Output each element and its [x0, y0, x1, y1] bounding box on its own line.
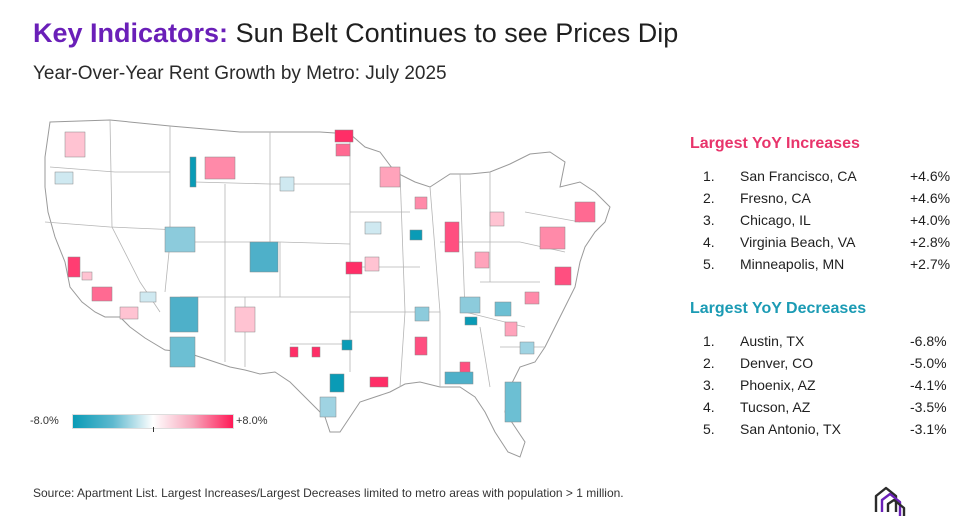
rank: 3.: [703, 212, 715, 228]
list-item: 1. San Francisco, CA +4.6%: [690, 165, 960, 187]
page-title: Key Indicators: Sun Belt Continues to se…: [33, 16, 678, 50]
metro-name: Chicago, IL: [740, 212, 811, 228]
metro-name: Virginia Beach, VA: [740, 234, 856, 250]
growth-value: +2.8%: [910, 234, 951, 250]
growth-value: -5.0%: [910, 355, 947, 371]
metro-name: Tucson, AZ: [740, 399, 811, 415]
us-metro-map: [20, 112, 660, 472]
metro-areas-increase: [64, 129, 596, 388]
increases-heading: Largest YoY Increases: [690, 135, 860, 152]
apartment-list-logo-icon: [874, 486, 906, 516]
metro-name: Austin, TX: [740, 333, 805, 349]
legend-max-label: +8.0%: [236, 415, 268, 427]
growth-value: -3.5%: [910, 399, 947, 415]
list-item: 5. San Antonio, TX -3.1%: [690, 418, 960, 440]
rank: 2.: [703, 355, 715, 371]
metro-areas-decrease: [54, 156, 535, 423]
color-legend: -8.0% +8.0%: [30, 412, 280, 436]
growth-value: +4.0%: [910, 212, 951, 228]
list-item: 1. Austin, TX -6.8%: [690, 330, 960, 352]
title-rest: Sun Belt Continues to see Prices Dip: [228, 18, 679, 48]
growth-value: +4.6%: [910, 168, 951, 184]
growth-value: -6.8%: [910, 333, 947, 349]
page-subtitle: Year-Over-Year Rent Growth by Metro: Jul…: [33, 63, 447, 84]
list-item: 3. Phoenix, AZ -4.1%: [690, 374, 960, 396]
rank: 4.: [703, 399, 715, 415]
legend-mid-tick: [153, 427, 154, 432]
map-svg: [44, 119, 611, 458]
metro-name: San Antonio, TX: [740, 421, 841, 437]
metro-name: Minneapolis, MN: [740, 256, 845, 272]
metro-name: Fresno, CA: [740, 190, 811, 206]
rank: 5.: [703, 421, 715, 437]
legend-min-label: -8.0%: [30, 415, 59, 427]
rank: 2.: [703, 190, 715, 206]
metro-name: Denver, CO: [740, 355, 814, 371]
decreases-heading: Largest YoY Decreases: [690, 300, 867, 317]
largest-increases-panel: Largest YoY Increases 1. San Francisco, …: [690, 135, 960, 275]
rank: 4.: [703, 234, 715, 250]
list-item: 4. Virginia Beach, VA +2.8%: [690, 231, 960, 253]
metro-name: Phoenix, AZ: [740, 377, 816, 393]
list-item: 5. Minneapolis, MN +2.7%: [690, 253, 960, 275]
list-item: 3. Chicago, IL +4.0%: [690, 209, 960, 231]
growth-value: -3.1%: [910, 421, 947, 437]
list-item: 2. Denver, CO -5.0%: [690, 352, 960, 374]
largest-decreases-panel: Largest YoY Decreases 1. Austin, TX -6.8…: [690, 300, 960, 440]
rank: 1.: [703, 333, 715, 349]
growth-value: +4.6%: [910, 190, 951, 206]
growth-value: +2.7%: [910, 256, 951, 272]
list-item: 2. Fresno, CA +4.6%: [690, 187, 960, 209]
list-item: 4. Tucson, AZ -3.5%: [690, 396, 960, 418]
rank: 1.: [703, 168, 715, 184]
source-note: Source: Apartment List. Largest Increase…: [33, 486, 624, 500]
metro-name: San Francisco, CA: [740, 168, 857, 184]
rank: 5.: [703, 256, 715, 272]
title-accent: Key Indicators:: [33, 18, 229, 48]
rank: 3.: [703, 377, 715, 393]
growth-value: -4.1%: [910, 377, 947, 393]
